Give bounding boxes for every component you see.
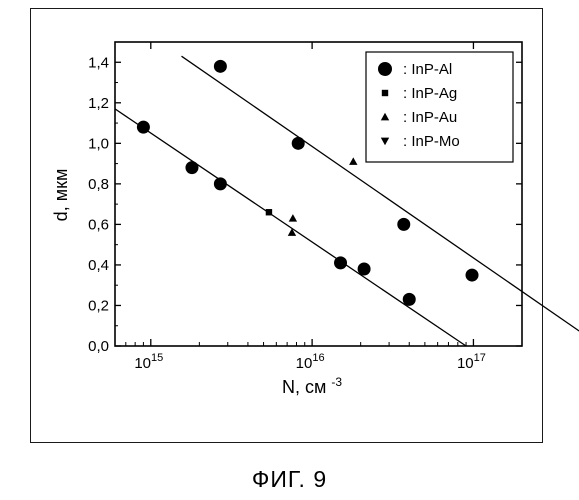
x-axis-label-text: N, см: [282, 377, 326, 397]
legend-label: : InP-Al: [403, 61, 452, 78]
y-tick-label: 0,2: [88, 297, 109, 314]
data-point-circle-10: [466, 269, 479, 282]
data-point-triangle-up-3: [349, 157, 357, 165]
data-point-circle-5: [292, 137, 305, 150]
x-tick-label: 1015: [134, 352, 163, 372]
data-point-circle-7: [358, 262, 371, 275]
data-point-circle-4: [214, 60, 227, 73]
data-point-circle-3: [214, 177, 227, 190]
legend-marker-circle: [378, 62, 392, 76]
data-point-circle-8: [397, 218, 410, 231]
y-tick-label: 1,4: [88, 54, 109, 71]
y-tick-label: 0,6: [88, 216, 109, 233]
x-axis-label: N, см -3: [282, 375, 342, 397]
data-point-triangle-up-1: [288, 228, 296, 236]
y-tick-label: 1,0: [88, 135, 109, 152]
x-tick-label: 1016: [296, 352, 325, 372]
y-tick-label: 1,2: [88, 95, 109, 112]
data-point-square-1: [266, 209, 272, 215]
y-tick-label: 0,0: [88, 338, 109, 355]
y-tick-label: 0,8: [88, 176, 109, 193]
legend-label: : InP-Au: [403, 109, 457, 126]
x-tick-label: 1017: [457, 352, 486, 372]
legend: : InP-Al : InP-Ag : InP-Au : InP-Mo: [366, 52, 513, 162]
data-point-circle-1: [137, 121, 150, 134]
legend-label: : InP-Mo: [403, 133, 460, 150]
legend-marker-square: [382, 90, 388, 96]
legend-label: : InP-Ag: [403, 85, 457, 102]
y-axis-label: d, мкм: [51, 169, 71, 222]
chart: 0,0 0,2 0,4 0,6 0,8 1,0 1,2 1,4 1015 1016 1017 d, …: [0, 0, 579, 460]
y-tick-label: 0,4: [88, 257, 109, 274]
data-point-triangle-up-2: [289, 214, 297, 222]
data-point-circle-9: [403, 293, 416, 306]
data-point-circle-6: [334, 256, 347, 269]
data-point-circle-2: [185, 161, 198, 174]
figure-caption: ФИГ. 9: [0, 466, 579, 493]
x-axis-label-exponent: -3: [331, 375, 342, 389]
